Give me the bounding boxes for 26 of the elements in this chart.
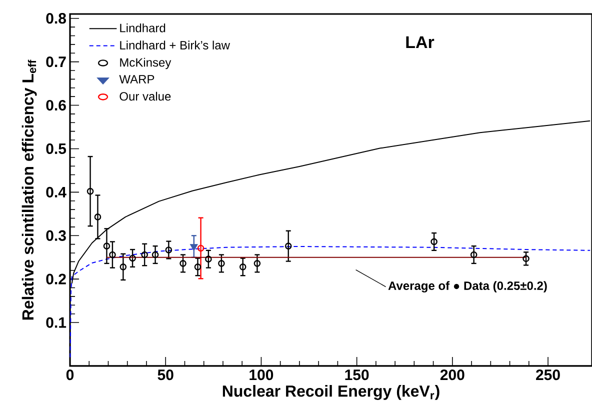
x-tick-label: 0 [66, 370, 74, 380]
y-tick-label: 0.1 [46, 317, 66, 328]
y-tick-label: 0.5 [46, 143, 66, 154]
legend-label: Our value [120, 92, 171, 101]
annotation: Average of ● Data (0.25±0.2) [388, 281, 547, 292]
x-tick-label: 100 [250, 370, 274, 380]
legend-label: McKinsey [120, 58, 172, 70]
y-tick-label: 0.7 [46, 56, 66, 68]
x-axis-title: Nuclear Recoil Energy (keV$_{r}$) [222, 385, 440, 400]
x-tick-label: 250 [536, 370, 560, 380]
y-tick-label: 0.2 [46, 274, 66, 284]
point [190, 244, 198, 252]
x-tick-label: 200 [440, 370, 464, 380]
y-axis-title: Relative scintillation efficiency L$_{eff}$ [22, 60, 37, 320]
x-tick-label: 50 [158, 370, 174, 380]
y-tick-label: 0.8 [46, 13, 66, 24]
y-tick-label: 0.6 [46, 100, 66, 111]
y-tick-label: 0.3 [46, 230, 66, 241]
point [522, 255, 530, 262]
legend-label: WARP [119, 75, 154, 84]
line-series [70, 246, 591, 358]
x-tick-label: 150 [345, 370, 369, 380]
legend-label: Lindhard + Birk’s law [120, 40, 230, 50]
annotation: LAr [406, 36, 434, 48]
y-tick-label: 0.4 [46, 186, 66, 198]
legend-label: Lindhard [120, 23, 166, 32]
